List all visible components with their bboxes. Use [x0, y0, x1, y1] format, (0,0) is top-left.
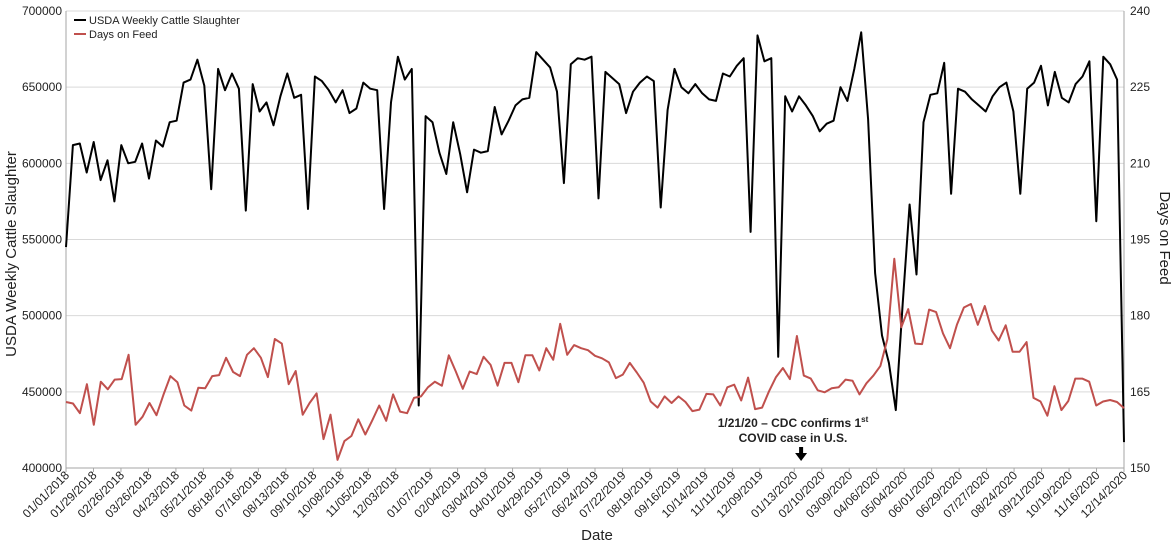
y-right-tick-label: 180	[1130, 309, 1150, 323]
y-left-tick-label: 400000	[22, 461, 62, 475]
y-right-tick-label: 225	[1130, 80, 1150, 94]
y-right-tick-label: 195	[1130, 233, 1150, 247]
covid-annotation: 1/21/20 – CDC confirms 1st COVID case in…	[718, 415, 869, 461]
y-left-tick-label: 550000	[22, 233, 62, 247]
legend: USDA Weekly Cattle Slaughter Days on Fee…	[74, 15, 240, 41]
y-right-tick-label: 240	[1130, 4, 1150, 18]
left-axis-ticks: 400000 450000 500000 550000 600000 650000 7000…	[22, 4, 62, 475]
legend-label-days-on-feed: Days on Feed	[89, 29, 157, 41]
series-lines	[65, 31, 1125, 461]
series-line-days-on-feed	[65, 257, 1125, 461]
y-right-tick-label: 165	[1130, 385, 1150, 399]
series-line-slaughter	[65, 31, 1125, 443]
arrow-head	[795, 453, 808, 461]
y-right-tick-label: 150	[1130, 461, 1150, 475]
x-axis-label: Date	[581, 527, 613, 544]
right-axis-ticks: 150 165 180 195 210 225 240	[1130, 4, 1150, 475]
y-left-tick-label: 500000	[22, 309, 62, 323]
y-left-tick-label: 450000	[22, 385, 62, 399]
y-axis-right-label: Days on Feed	[1156, 191, 1173, 284]
y-left-tick-label: 600000	[22, 156, 62, 170]
arrow-shaft	[799, 447, 804, 454]
down-arrow-icon	[795, 447, 808, 461]
grid-lines	[66, 10, 1124, 469]
y-left-tick-label: 700000	[22, 4, 62, 18]
legend-label-slaughter: USDA Weekly Cattle Slaughter	[89, 15, 240, 27]
y-axis-left-label: USDA Weekly Cattle Slaughter	[3, 151, 20, 357]
y-right-tick-label: 210	[1130, 156, 1150, 170]
annotation-line-1: 1/21/20 – CDC confirms 1st	[718, 415, 869, 430]
y-left-tick-label: 650000	[22, 80, 62, 94]
x-axis-ticks: 01/01/201801/29/201802/26/201803/26/2018…	[20, 468, 1131, 521]
annotation-line-2: COVID case in U.S.	[739, 431, 848, 445]
